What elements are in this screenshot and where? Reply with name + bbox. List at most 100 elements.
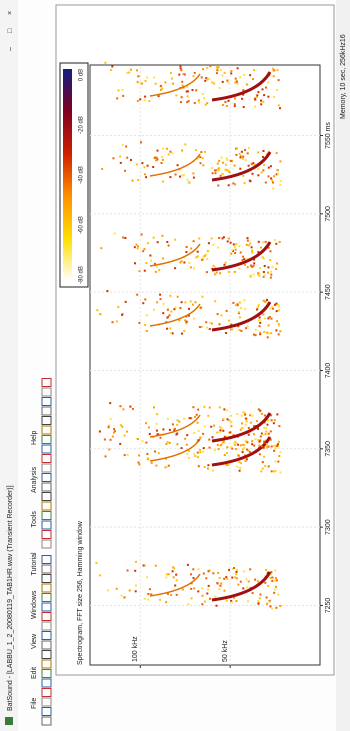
minimize-button[interactable]: –	[7, 47, 14, 51]
spectrogram-pixel	[180, 65, 182, 67]
spectrogram-pixel	[136, 163, 138, 165]
spectrogram-pixel	[190, 300, 192, 302]
spectrogram-pixel	[276, 263, 278, 265]
spectrogram-pixel	[180, 67, 182, 69]
spectrogram-pixel	[142, 440, 144, 442]
spectrogram-pixel	[149, 588, 151, 590]
spectrogram-pixel	[259, 267, 261, 269]
spectrogram-pixel	[99, 431, 101, 433]
spectrogram-pixel	[181, 175, 183, 177]
spectrogram-pixel	[231, 602, 233, 604]
spectrogram-pixel	[124, 454, 126, 456]
spectrogram-pixel	[234, 442, 236, 444]
spectrogram-pixel	[270, 439, 272, 441]
spectrogram-pixel	[110, 418, 112, 420]
spectrogram-pixel	[228, 569, 230, 571]
spectrogram-pixel	[192, 172, 194, 174]
spectrogram-pixel	[144, 173, 146, 175]
menu-item[interactable]: Windows	[31, 590, 38, 619]
spectrogram-pixel	[162, 428, 164, 430]
spectrogram-pixel	[155, 271, 157, 273]
spectrogram-pixel	[200, 307, 202, 309]
close-button[interactable]: ×	[7, 11, 14, 15]
spectrogram-pixel	[234, 183, 236, 185]
spectrogram-pixel	[226, 600, 228, 602]
menu-item[interactable]: File	[31, 698, 38, 709]
spectrogram-pixel	[202, 93, 204, 95]
spectrogram-pixel	[144, 100, 146, 102]
menu-item[interactable]: Tutorial	[31, 552, 38, 576]
spectrogram-pixel	[139, 270, 141, 272]
spectrogram-pixel	[180, 101, 182, 103]
spectrogram-pixel	[128, 72, 130, 74]
spectrogram-pixel	[153, 76, 155, 78]
spectrogram-pixel	[181, 81, 183, 83]
spectrogram-pixel	[271, 266, 273, 268]
spectrogram-pixel	[224, 264, 226, 266]
spectrogram-pixel	[270, 250, 272, 252]
spectrogram-pixel	[240, 581, 242, 583]
spectrogram-pixel	[224, 101, 226, 103]
spectrogram-pixel	[230, 425, 232, 427]
spectrogram-pixel	[175, 174, 177, 176]
menu-item[interactable]: Help	[31, 430, 38, 445]
spectrogram-pixel	[222, 430, 224, 432]
spectrogram-pixel	[116, 97, 118, 99]
spectrogram-pixel	[238, 311, 240, 313]
spectrogram-pixel	[197, 439, 199, 441]
spectrogram-pixel	[266, 597, 268, 599]
spectrogram-pixel	[162, 181, 164, 183]
spectrogram-pixel	[265, 87, 267, 89]
spectrogram-pixel	[259, 453, 261, 455]
spectrogram-pixel	[96, 309, 98, 311]
spectrogram-pixel	[122, 408, 124, 410]
spectrogram-pixel	[234, 246, 236, 248]
spectrogram-pixel	[163, 303, 165, 305]
menu-item[interactable]: Edit	[31, 667, 38, 679]
spectrogram-pixel	[176, 579, 178, 581]
spectrogram-pixel	[155, 83, 157, 85]
spectrogram-pixel	[234, 444, 236, 446]
spectrogram-pixel	[209, 322, 211, 324]
spectrogram-pixel	[192, 568, 194, 570]
spectrogram-pixel	[248, 147, 250, 149]
spectrogram-pixel	[239, 316, 241, 318]
menu-item[interactable]: Analysis	[31, 466, 38, 493]
spectrogram-pixel	[219, 431, 221, 433]
spectrogram-pixel	[199, 451, 201, 453]
spectrogram-pixel	[221, 157, 223, 159]
spectrogram-pixel	[193, 453, 195, 455]
spectrogram-pixel	[219, 406, 221, 408]
spectrogram-pixel	[237, 584, 239, 586]
spectrogram-pixel	[170, 332, 172, 334]
spectrogram-pixel	[190, 266, 192, 268]
spectrogram-pixel	[216, 605, 218, 607]
spectrogram-pixel	[272, 68, 274, 70]
maximize-button[interactable]: □	[7, 28, 14, 33]
spectrogram-pixel	[247, 152, 249, 154]
menu-item[interactable]: Tools	[31, 511, 38, 528]
spectrogram-pixel	[236, 147, 238, 149]
spectrogram-pixel	[188, 457, 190, 459]
spectrogram-pixel	[124, 170, 126, 172]
spectrogram-pixel	[263, 258, 265, 260]
spectrogram-pixel	[119, 443, 121, 445]
spectrogram-pixel	[243, 570, 245, 572]
spectrogram-pixel	[247, 600, 249, 602]
spectrogram-pixel	[120, 424, 122, 426]
spectrogram-pixel	[237, 67, 239, 69]
spectrogram-pixel	[235, 448, 237, 450]
spectrogram-pixel	[126, 157, 128, 159]
spectrogram-pixel	[224, 454, 226, 456]
spectrogram-pixel	[264, 582, 266, 584]
spectrogram-pixel	[264, 317, 266, 319]
spectrogram-pixel	[113, 432, 115, 434]
menu-item[interactable]: View	[31, 633, 38, 649]
spectrogram-pixel	[259, 273, 261, 275]
spectrogram-pixel	[276, 152, 278, 154]
spectrogram-pixel	[157, 241, 159, 243]
spectrogram-pixel	[211, 237, 213, 239]
x-tick-label: 7300	[325, 519, 332, 535]
spectrogram-pixel	[219, 272, 221, 274]
spectrogram-pixel	[263, 150, 265, 152]
